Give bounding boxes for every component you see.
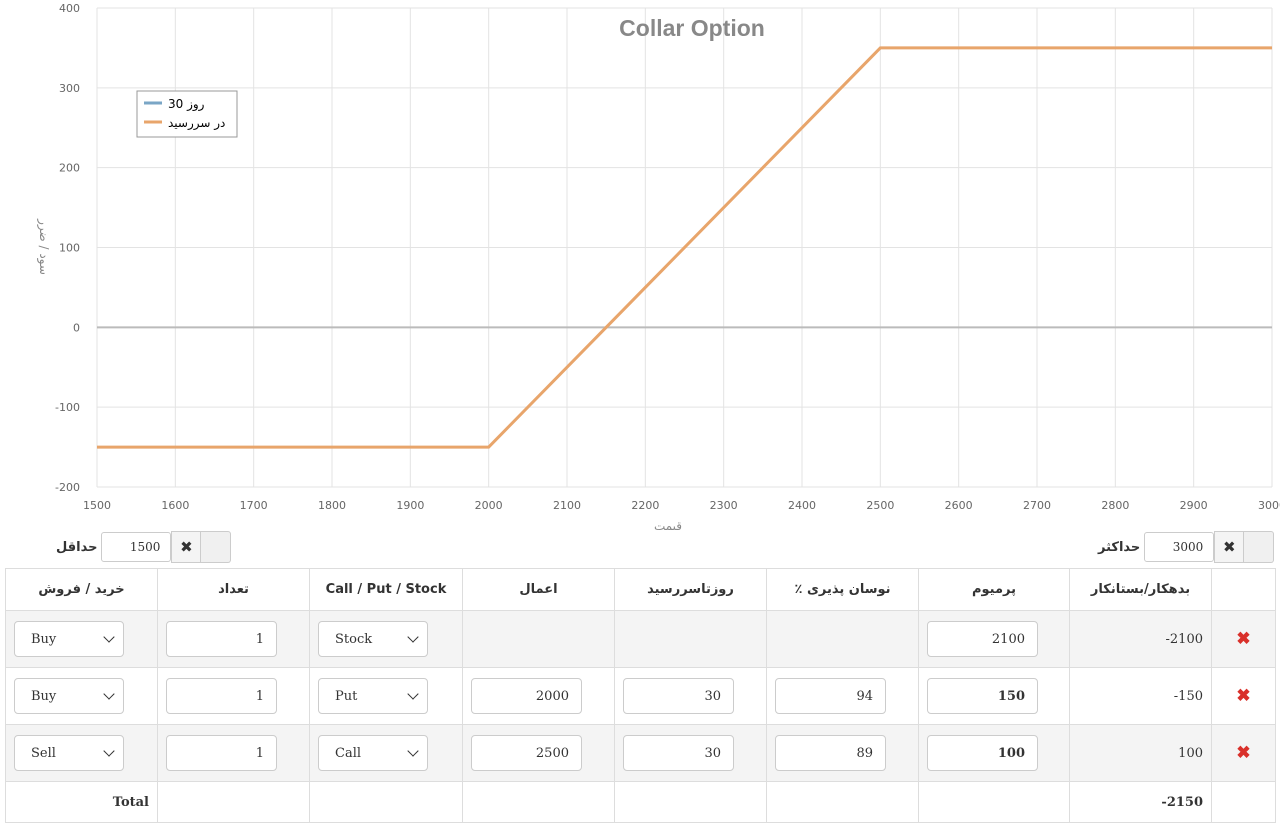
min-price-input[interactable] [101, 532, 172, 562]
x-axis-ticks: 1500 1600 1700 1800 1900 2000 2100 2200 2300 2400… [83, 499, 1280, 512]
strike-input[interactable] [471, 678, 582, 714]
chevron-down-icon [407, 631, 419, 643]
premium-input[interactable] [927, 735, 1038, 771]
side-select[interactable]: Sell [14, 735, 124, 771]
type-select[interactable]: Call [318, 735, 428, 771]
side-select[interactable]: Buy [14, 621, 124, 657]
x-tick-label: 1900 [396, 499, 424, 512]
range-min-controls: حداقل ✖ [52, 531, 232, 563]
header-volatility: ٪ نوسان پذیری [766, 568, 919, 611]
delete-row-icon[interactable]: ✖ [1211, 610, 1276, 668]
max-price-input[interactable] [1144, 532, 1215, 562]
y-tick-label: 300 [59, 82, 80, 95]
min-label: حداقل [56, 539, 98, 555]
header-days: روزتاسررسید [614, 568, 767, 611]
chevron-down-icon [103, 631, 115, 643]
premium-input[interactable] [927, 621, 1038, 657]
legend-box [136, 90, 238, 138]
side-select[interactable]: Buy [14, 678, 124, 714]
min-clear-button[interactable]: ✖ [171, 531, 202, 563]
days-input[interactable] [623, 678, 734, 714]
qty-input[interactable] [166, 735, 277, 771]
days-input[interactable] [623, 735, 734, 771]
header-side: خرید / فروش [5, 568, 158, 611]
header-strike: اعمال [462, 568, 615, 611]
x-tick-label: 2900 [1180, 499, 1208, 512]
delete-row-icon[interactable]: ✖ [1211, 724, 1276, 782]
x-tick-label: 2300 [710, 499, 738, 512]
chevron-down-icon [103, 745, 115, 757]
x-tick-label: 1500 [83, 499, 111, 512]
debit-credit-value: -150 [1069, 667, 1212, 725]
volatility-input[interactable] [775, 678, 886, 714]
type-select[interactable]: Put [318, 678, 428, 714]
y-axis-label: سود / ضرر [36, 218, 51, 275]
y-tick-label: 400 [59, 2, 80, 15]
qty-input[interactable] [166, 678, 277, 714]
y-tick-label: 200 [59, 162, 80, 175]
x-tick-label: 2800 [1101, 499, 1129, 512]
strike-input[interactable] [471, 735, 582, 771]
x-tick-label: 1600 [161, 499, 189, 512]
x-tick-label: 2500 [866, 499, 894, 512]
premium-input[interactable] [927, 678, 1038, 714]
series-lines [97, 46, 1272, 449]
header-premium: پرمیوم [918, 568, 1070, 611]
total-row: Total -2150 [5, 781, 1276, 823]
x-tick-label: 1700 [240, 499, 268, 512]
x-tick-label: 2700 [1023, 499, 1051, 512]
chart-title: Collar Option [619, 15, 765, 41]
debit-credit-value: -2100 [1069, 610, 1212, 668]
x-tick-label: 3000 [1258, 499, 1280, 512]
header-debit-credit: بدهکار/بستانکار [1069, 568, 1212, 611]
chevron-down-icon [103, 688, 115, 700]
x-axis-label: قیمت [654, 519, 682, 530]
y-tick-label: 100 [59, 242, 80, 255]
legend-label-30-days: 30 روز [168, 97, 205, 112]
x-tick-label: 2000 [475, 499, 503, 512]
min-extra-button[interactable] [201, 531, 232, 563]
table-row: Sell Call 100 ✖ [5, 724, 1276, 782]
total-value: -2150 [1069, 781, 1212, 823]
delete-row-icon[interactable]: ✖ [1211, 667, 1276, 725]
volatility-input[interactable] [775, 735, 886, 771]
type-select[interactable]: Stock [318, 621, 428, 657]
y-tick-label: -200 [55, 481, 80, 494]
x-tick-label: 2400 [788, 499, 816, 512]
qty-input[interactable] [166, 621, 277, 657]
legend: 30 روز در سررسید [136, 90, 238, 138]
vol-cell-empty [766, 610, 919, 668]
debit-credit-value: 100 [1069, 724, 1212, 782]
header-type: Call / Put / Stock [309, 568, 463, 611]
max-clear-button[interactable]: ✖ [1214, 531, 1245, 563]
header-qty: تعداد [157, 568, 310, 611]
max-label: حداکثر [1098, 539, 1141, 555]
option-legs-table: خرید / فروش تعداد Call / Put / Stock اعم… [5, 568, 1276, 823]
x-tick-label: 2600 [945, 499, 973, 512]
days-cell-empty [614, 610, 767, 668]
chart-grid [96, 7, 1273, 488]
table-row: Buy Stock -2100 ✖ [5, 610, 1276, 668]
strike-cell-empty [462, 610, 615, 668]
header-delete [1211, 568, 1276, 611]
y-tick-label: -100 [55, 401, 80, 414]
series-line-1 [97, 46, 1272, 449]
chevron-down-icon [407, 688, 419, 700]
y-tick-label: 0 [73, 321, 80, 334]
chevron-down-icon [407, 745, 419, 757]
x-tick-label: 2200 [631, 499, 659, 512]
y-axis-ticks: -200 -100 0 100 200 300 400 [55, 2, 80, 494]
table-row: Buy Put -150 ✖ [5, 667, 1276, 725]
legend-label-expiry: در سررسید [168, 116, 225, 131]
range-max-controls: حداکثر ✖ [1094, 531, 1275, 563]
payoff-chart: -200 -100 0 100 200 300 400 1500 1600 1700 1800 19… [36, 2, 1280, 530]
total-label: Total [5, 781, 158, 823]
table-header-row: خرید / فروش تعداد Call / Put / Stock اعم… [5, 568, 1276, 611]
x-tick-label: 2100 [553, 499, 581, 512]
max-extra-button[interactable] [1244, 531, 1275, 563]
x-tick-label: 1800 [318, 499, 346, 512]
